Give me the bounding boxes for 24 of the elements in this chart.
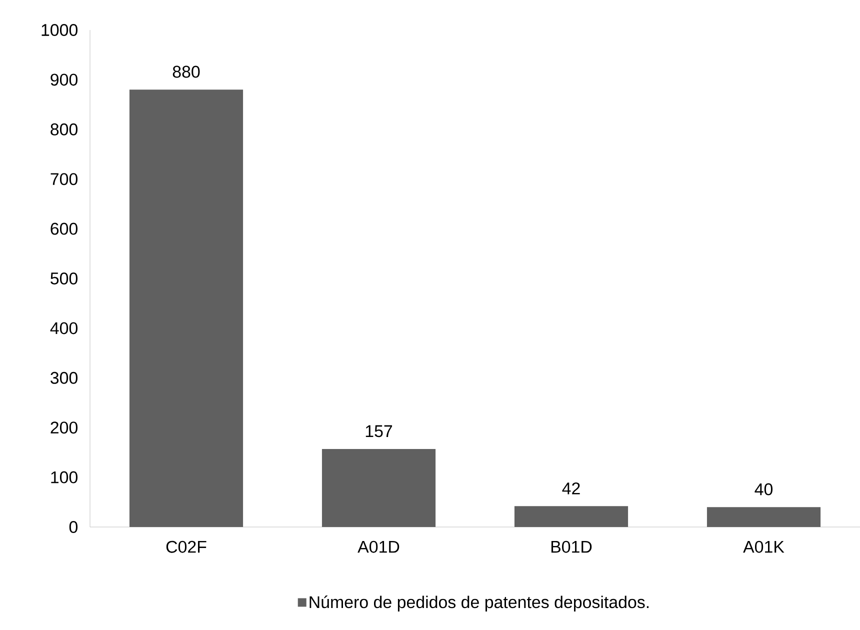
x-tick-label: A01K (743, 540, 784, 553)
y-tick-label: 300 (50, 372, 78, 384)
bar (322, 448, 436, 527)
bar (514, 506, 628, 527)
bar (129, 90, 244, 527)
y-tick-label: 600 (50, 222, 78, 235)
y-tick-label: 200 (50, 422, 78, 434)
legend-label: Número de pedidos de patentes depositados. (310, 596, 649, 612)
y-tick-label: 500 (50, 272, 78, 284)
y-tick-label: 400 (50, 322, 78, 334)
x-tick-label: A01D (358, 540, 400, 553)
data-label: 40 (754, 483, 773, 496)
y-tick-label: 1000 (42, 24, 78, 36)
data-label: 42 (562, 482, 580, 494)
x-tick-label: B01D (551, 540, 592, 553)
x-tick-label: C02F (166, 540, 206, 553)
y-tick-label: 900 (50, 74, 78, 86)
data-label: 157 (366, 425, 392, 438)
y-tick-label: 100 (51, 471, 78, 484)
data-label: 880 (172, 66, 200, 78)
y-tick-label: 800 (50, 123, 78, 136)
bar (706, 507, 821, 527)
y-tick-label: 700 (50, 173, 78, 186)
y-tick-label: 0 (69, 521, 78, 533)
